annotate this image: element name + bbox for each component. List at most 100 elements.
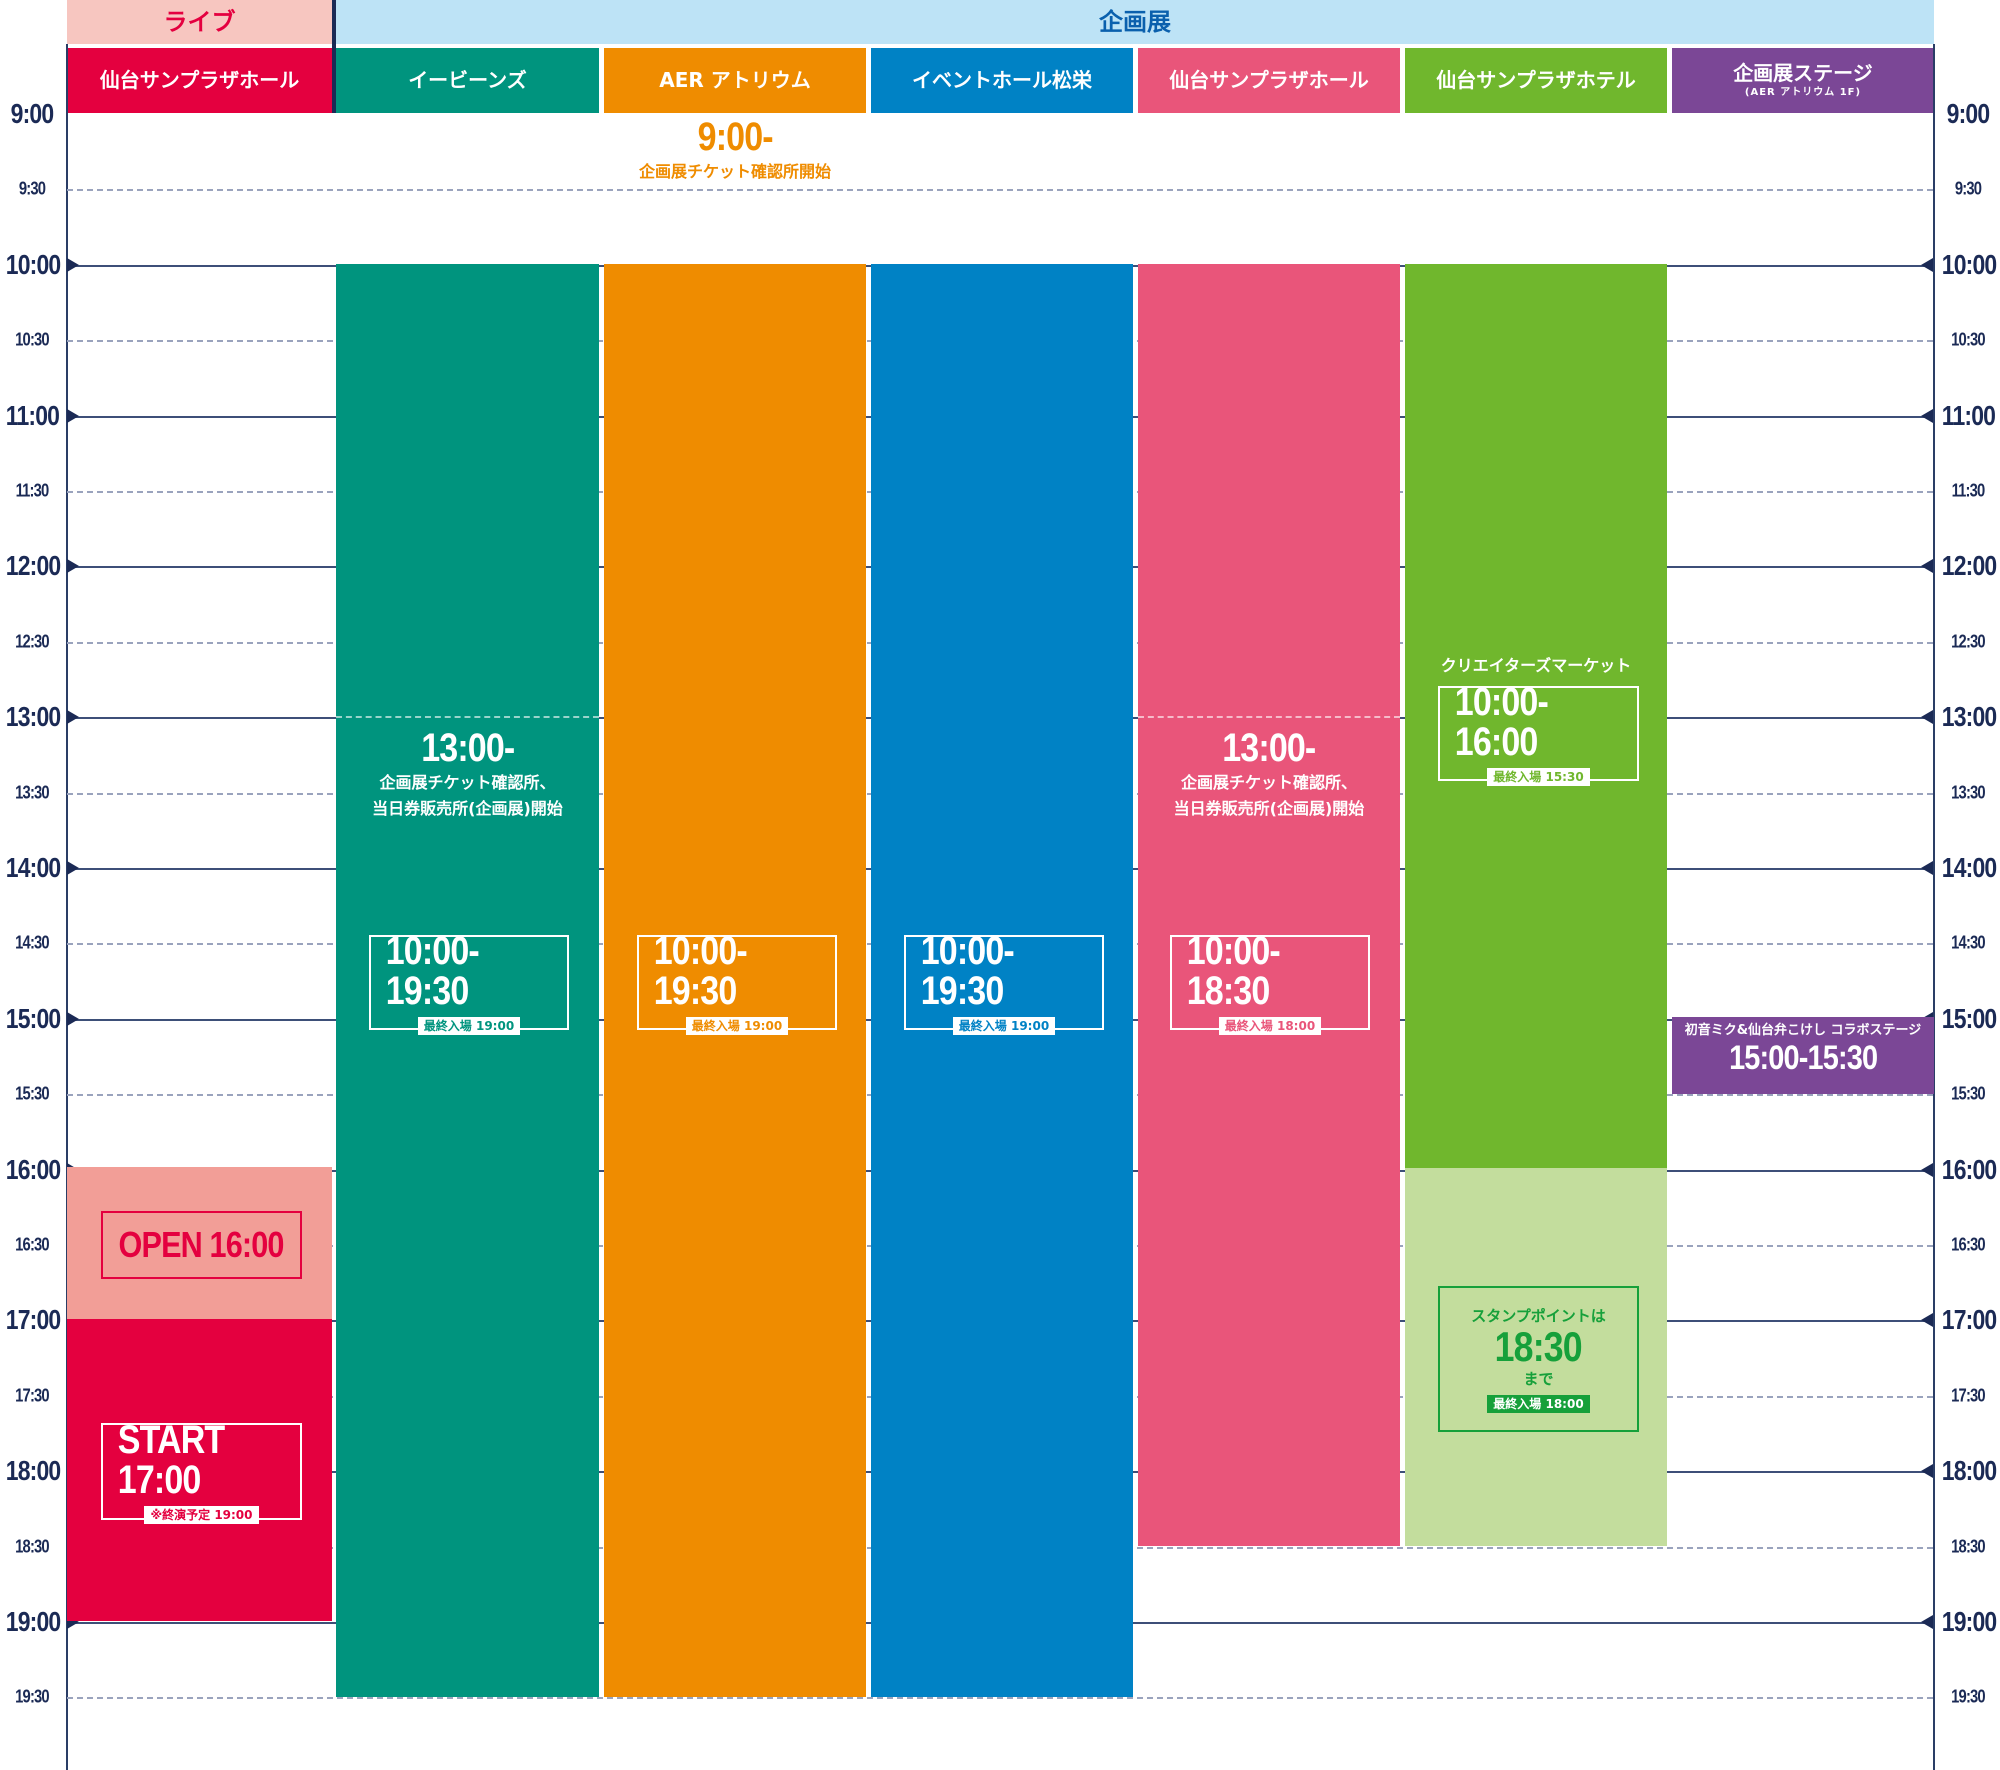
venue-header-aer-atrium: AER アトリウム <box>604 48 866 113</box>
time-label-right: 11:00 <box>1941 400 1996 431</box>
half-hour-gridline <box>67 189 1933 191</box>
time-label-left: 12:00 <box>5 550 61 581</box>
hall-hours-box: 10:00-18:30 最終入場 18:00 <box>1170 931 1370 1035</box>
matsuei-hours-box: 10:00-19:30 最終入場 19:00 <box>904 931 1104 1035</box>
ebeans-notice-line1: 企画展チケット確認所、 <box>379 773 556 792</box>
stage-event: 初音ミク&仙台弁こけし コラボステージ 15:00-15:30 <box>1672 1022 1934 1078</box>
hotel-market-block <box>1405 264 1667 1168</box>
time-label-left: 17:00 <box>5 1304 61 1335</box>
ebeans-last-entry: 最終入場 19:00 <box>417 1016 521 1035</box>
time-label-right: 15:00 <box>1941 1003 1997 1034</box>
stamp-line2: まで <box>1523 1370 1554 1388</box>
hall-1300-notice: 13:00- 企画展チケット確認所、 当日券販売所(企画展)開始 <box>1138 726 1400 821</box>
live-performance-block <box>67 1319 332 1621</box>
time-label-left: 13:00 <box>5 701 61 732</box>
time-label-right: 14:00 <box>1941 852 1997 883</box>
ebeans-open-block <box>336 264 599 1697</box>
live-end-note: ※終演予定 19:00 <box>144 1505 259 1524</box>
ebeans-hours: 10:00-19:30 <box>385 928 480 1013</box>
live-start-time: START 17:00 <box>117 1417 225 1502</box>
venue-header-live-sunplaza-hall: 仙台サンプラザホール <box>67 48 332 113</box>
time-marker-left-arrow-icon <box>1921 1464 1933 1478</box>
time-label-right: 16:30 <box>1951 1234 1985 1255</box>
hall-notice-time: 13:00- <box>1222 726 1316 770</box>
time-label-right: 18:00 <box>1941 1455 1997 1486</box>
time-marker-right-arrow-icon <box>67 258 79 272</box>
time-label-right: 16:00 <box>1941 1154 1997 1185</box>
live-open-time: OPEN 16:00 <box>118 1224 285 1265</box>
time-label-right: 10:30 <box>1951 329 1985 350</box>
time-label-right: 17:30 <box>1951 1385 1985 1406</box>
stage-event-block <box>1672 1017 1934 1094</box>
venue-name: 仙台サンプラザホール <box>99 68 300 92</box>
matsuei-open-block <box>871 264 1133 1697</box>
time-label-left: 10:00 <box>5 249 61 280</box>
live-open-box: OPEN 16:00 <box>101 1211 302 1279</box>
venue-name: イービーンズ <box>408 68 527 92</box>
hall-last-entry: 最終入場 18:00 <box>1218 1016 1322 1035</box>
time-label-right: 19:00 <box>1941 1606 1997 1637</box>
venue-name: 企画展ステージ <box>1733 61 1873 86</box>
right-frame-line <box>1933 44 1935 1770</box>
time-label-right: 15:30 <box>1951 1083 1985 1104</box>
stamp-time: 18:30 <box>1494 1323 1583 1370</box>
time-label-right: 9:00 <box>1946 98 1990 129</box>
matsuei-hours: 10:00-19:30 <box>920 928 1015 1013</box>
aer-last-entry: 最終入場 19:00 <box>685 1016 789 1035</box>
ticket-open-time: 9:00- <box>697 115 773 159</box>
hall-notice-line1: 企画展チケット確認所、 <box>1180 773 1357 792</box>
venue-header-exh-stage: 企画展ステージ (AER アトリウム 1F) <box>1672 48 1934 113</box>
left-frame-line <box>66 44 68 1770</box>
ebeans-hours-box: 10:00-19:30 最終入場 19:00 <box>369 931 569 1035</box>
time-marker-left-arrow-icon <box>1921 1313 1933 1327</box>
time-label-left: 15:30 <box>15 1083 49 1104</box>
live-category-header: ライブ <box>67 0 332 44</box>
venue-name: AER アトリウム <box>659 68 811 92</box>
hotel-market-title: クリエイターズマーケット <box>1405 652 1667 676</box>
time-marker-left-arrow-icon <box>1921 710 1933 724</box>
time-label-left: 9:00 <box>10 98 54 129</box>
half-hour-gridline <box>67 1697 1933 1699</box>
time-label-left: 11:00 <box>5 400 60 431</box>
venue-sub-name: (AER アトリウム 1F) <box>1744 87 1862 99</box>
venue-header-sunplaza-hotel: 仙台サンプラザホテル <box>1405 48 1667 113</box>
hotel-market-last-entry: 最終入場 15:30 <box>1487 767 1590 786</box>
aer-atrium-open-block <box>604 264 866 1697</box>
time-label-right: 17:00 <box>1941 1304 1997 1335</box>
category-divider <box>332 0 336 113</box>
hotel-market-hours: 10:00-16:00 <box>1454 679 1549 764</box>
time-marker-right-arrow-icon <box>67 710 79 724</box>
live-open-block <box>67 1167 332 1319</box>
hotel-market-title-text: クリエイターズマーケット <box>1440 656 1632 675</box>
time-label-left: 14:30 <box>15 932 49 953</box>
stage-event-title: 初音ミク&仙台弁こけし コラボステージ <box>1684 1023 1922 1038</box>
time-label-right: 18:30 <box>1951 1536 1985 1557</box>
time-label-right: 13:00 <box>1941 701 1997 732</box>
aer-hours-box: 10:00-19:30 最終入場 19:00 <box>637 931 837 1035</box>
ticket-open-text: 企画展チケット確認所開始 <box>638 162 831 181</box>
ebeans-1300-notice: 13:00- 企画展チケット確認所、 当日券販売所(企画展)開始 <box>336 726 599 821</box>
venue-name: 仙台サンプラザホテル <box>1436 68 1636 92</box>
time-label-left: 18:30 <box>15 1536 49 1557</box>
time-label-left: 9:30 <box>18 178 46 199</box>
ebeans-notice-time: 13:00- <box>420 726 515 770</box>
time-label-right: 14:30 <box>1951 932 1985 953</box>
time-marker-left-arrow-icon <box>1921 258 1933 272</box>
hotel-stamp-block <box>1405 1168 1667 1546</box>
time-label-left: 19:00 <box>5 1606 61 1637</box>
time-marker-left-arrow-icon <box>1921 1615 1933 1629</box>
time-marker-left-arrow-icon <box>1921 1163 1933 1177</box>
time-label-left: 15:00 <box>5 1003 61 1034</box>
hall-hours: 10:00-18:30 <box>1186 928 1281 1013</box>
time-label-right: 13:30 <box>1951 782 1985 803</box>
time-label-left: 14:00 <box>5 852 61 883</box>
ebeans-1300-divider <box>336 716 599 718</box>
time-label-left: 10:30 <box>15 329 49 350</box>
hotel-market-box: 10:00-16:00 最終入場 15:30 <box>1438 682 1639 786</box>
time-label-right: 11:30 <box>1951 480 1986 501</box>
live-start-box: START 17:00 ※終演予定 19:00 <box>101 1417 302 1524</box>
time-label-left: 13:30 <box>15 782 49 803</box>
time-label-left: 11:30 <box>15 480 50 501</box>
exhibition-category-label: 企画展 <box>1099 8 1171 36</box>
time-label-left: 12:30 <box>15 631 49 652</box>
